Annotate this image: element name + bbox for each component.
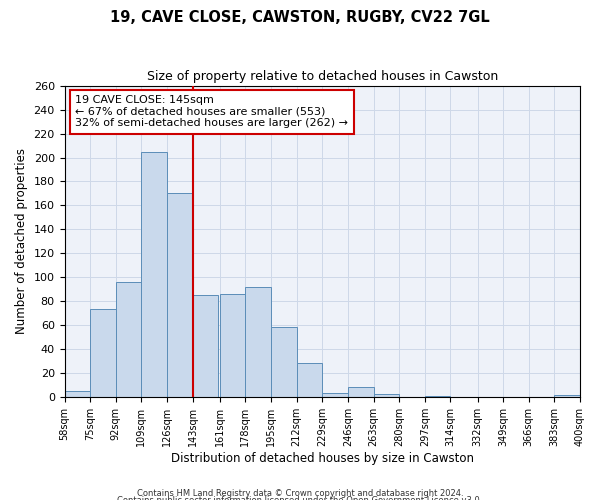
Bar (167, 194, 193, 398)
Bar (142, 152, 167, 398)
Text: Contains HM Land Registry data © Crown copyright and database right 2024.: Contains HM Land Registry data © Crown c… (137, 488, 463, 498)
Bar (296, 362, 322, 398)
Bar (193, 296, 218, 398)
Text: 19 CAVE CLOSE: 145sqm
← 67% of detached houses are smaller (553)
32% of semi-det: 19 CAVE CLOSE: 145sqm ← 67% of detached … (75, 95, 348, 128)
Y-axis label: Number of detached properties: Number of detached properties (15, 148, 28, 334)
Bar (348, 386, 374, 398)
Bar (116, 282, 142, 398)
Bar (374, 394, 399, 398)
Text: Contains public sector information licensed under the Open Government Licence v3: Contains public sector information licen… (118, 496, 482, 500)
X-axis label: Distribution of detached houses by size in Cawston: Distribution of detached houses by size … (171, 452, 474, 465)
Bar (554, 395, 580, 398)
Bar (90, 308, 116, 398)
Bar (271, 326, 296, 398)
Text: 19, CAVE CLOSE, CAWSTON, RUGBY, CV22 7GL: 19, CAVE CLOSE, CAWSTON, RUGBY, CV22 7GL (110, 10, 490, 25)
Title: Size of property relative to detached houses in Cawston: Size of property relative to detached ho… (146, 70, 498, 83)
Bar (322, 392, 348, 398)
Bar (245, 287, 271, 398)
Bar (425, 396, 451, 398)
Bar (220, 294, 245, 398)
Bar (65, 392, 90, 398)
